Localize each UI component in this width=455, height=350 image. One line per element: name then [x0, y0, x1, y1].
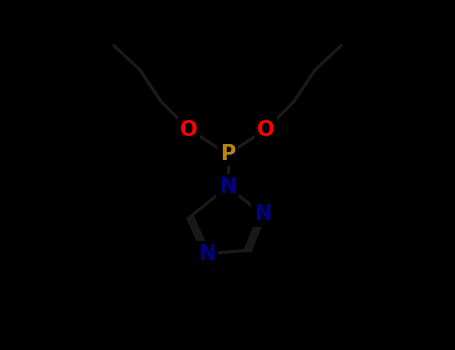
- Text: N: N: [219, 176, 236, 197]
- Text: N: N: [198, 244, 215, 264]
- Text: P: P: [220, 144, 235, 164]
- Text: N: N: [254, 204, 271, 224]
- Text: O: O: [257, 119, 275, 140]
- Text: O: O: [180, 119, 198, 140]
